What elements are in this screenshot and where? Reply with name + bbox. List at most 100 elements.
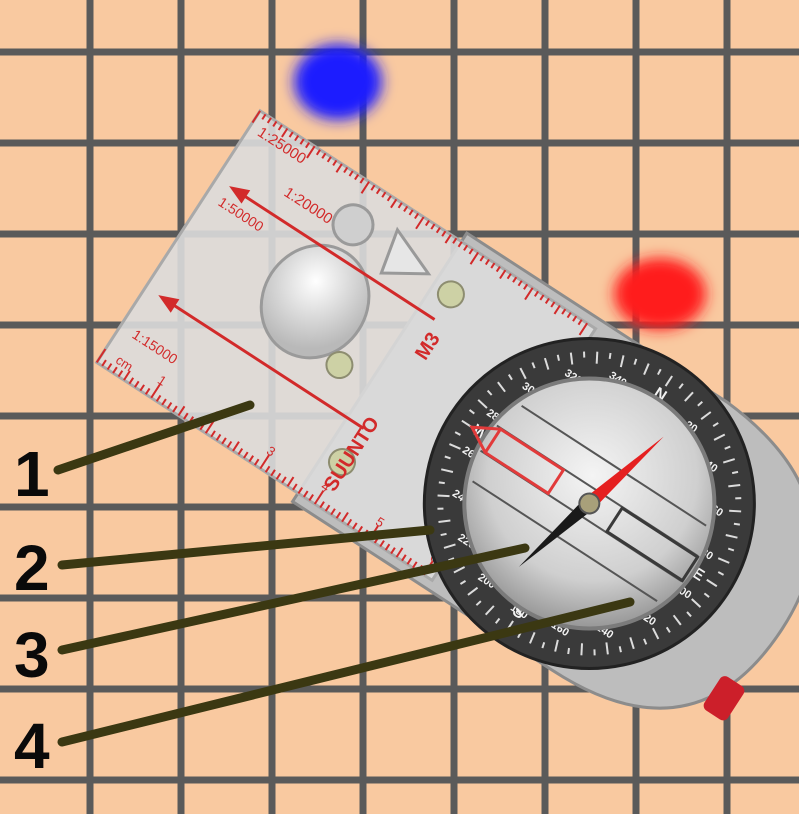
bezel-ticks [437, 351, 742, 656]
callout-4: 4 [14, 710, 50, 782]
bezel-tick [449, 443, 461, 450]
ruler-tick [226, 440, 233, 448]
needle-north [518, 498, 595, 568]
lanyard-clip [703, 676, 745, 721]
ruler-tick [128, 377, 135, 385]
bezel-tick [443, 543, 456, 549]
bezel-tick [717, 571, 725, 576]
ruler-tick [550, 301, 556, 308]
bezel-tick [593, 649, 596, 656]
bezel-tick [678, 383, 684, 390]
orienting-arrow-red [469, 425, 566, 496]
bezel-tick [731, 470, 739, 475]
ruler-tick [172, 405, 178, 413]
bezel-tick [717, 557, 730, 564]
bezel-tick [556, 354, 560, 361]
bezel-tick [475, 600, 482, 606]
bezel-tick [484, 605, 495, 616]
ruler-tick [468, 248, 474, 255]
ruler-tick [484, 258, 490, 266]
ruler-tick [313, 490, 325, 505]
hole-small [331, 203, 375, 247]
bezel-tick [580, 643, 584, 656]
bezel-tick [441, 468, 454, 473]
ruler-top [251, 110, 589, 336]
ruler-tick [294, 135, 300, 142]
bezel-tick [735, 497, 742, 500]
bezel-tick [444, 455, 451, 460]
ruler-tick [523, 283, 529, 290]
ruler-tick [297, 486, 304, 494]
ruler-tick [253, 458, 260, 466]
ruler-tick [390, 547, 396, 555]
ruler-tick [112, 366, 118, 374]
bezel-tick [437, 494, 450, 498]
bezel-tick [467, 586, 479, 596]
ruler-tick [401, 554, 407, 562]
ruler-tick [381, 191, 387, 198]
ruler-tick [343, 166, 349, 174]
ruler-tick [251, 110, 261, 124]
ruler-tick [379, 540, 385, 548]
leader-1 [53, 400, 255, 475]
compass: 1:25000 1:20000 1:50000 1:15000 cm SUUNT… [94, 108, 799, 721]
ruler-tick [281, 476, 287, 484]
bezel-tick [722, 458, 735, 464]
direction-of-travel-arrow-2 [158, 295, 180, 313]
bezel-tick [459, 580, 467, 585]
magnetic-needle [518, 436, 664, 568]
ruler-tick [177, 405, 186, 417]
bezel-tick [713, 433, 726, 441]
ruler-tick [346, 518, 353, 526]
callout-1: 1 [14, 438, 50, 510]
ruler-tick [444, 234, 452, 244]
bezel-tick [728, 483, 741, 488]
ruler-tick [463, 244, 469, 251]
bezel-tick [529, 631, 536, 644]
ruler-tick [406, 557, 413, 565]
bezel-tick [643, 363, 650, 376]
bezel-tick [583, 351, 586, 358]
bezel-tick [438, 481, 445, 485]
bezel-tick [595, 351, 599, 364]
bezel-tick [567, 647, 571, 655]
bezel-tick [729, 509, 742, 513]
bezel-tick [652, 627, 660, 640]
ruler-tick [390, 198, 398, 209]
ruler-tick [237, 448, 244, 455]
ruler-tick [577, 319, 583, 326]
ruler-tick [495, 266, 501, 273]
ruler-tick [261, 113, 267, 120]
ruler-tick [288, 131, 294, 138]
ruler-tick [319, 501, 325, 509]
ruler-tick [335, 163, 343, 173]
bezel-tick [733, 522, 741, 526]
ruler-tick [335, 511, 342, 519]
ruler-tick [490, 262, 496, 269]
ruler-tick [452, 237, 458, 244]
ruler-tick [506, 273, 512, 280]
needle-south [584, 436, 664, 509]
bezel-tick [605, 642, 609, 655]
bezel-tick [700, 411, 712, 421]
ruler-tick [277, 124, 283, 131]
ruler-tick [286, 476, 295, 487]
ruler-tick [403, 205, 409, 212]
ruler-tick [441, 230, 447, 237]
rubber-foot [327, 448, 356, 477]
ruler-tick [457, 241, 463, 248]
ruler-tick [395, 547, 404, 558]
ruler-tick [360, 181, 370, 194]
bezel-tick [569, 352, 574, 365]
ruler-tick [123, 370, 131, 381]
direction-of-travel-line-2 [161, 296, 365, 430]
bezel-tick [697, 401, 703, 407]
ruler-tick [341, 511, 349, 523]
bezel-tick [543, 357, 550, 370]
orienting-arrow [604, 506, 700, 583]
ruler-tick [101, 359, 107, 367]
bezel-tick [691, 598, 702, 608]
ruler-tick [321, 152, 327, 159]
ruler-tick [348, 170, 354, 177]
ruler-tick [499, 269, 507, 280]
